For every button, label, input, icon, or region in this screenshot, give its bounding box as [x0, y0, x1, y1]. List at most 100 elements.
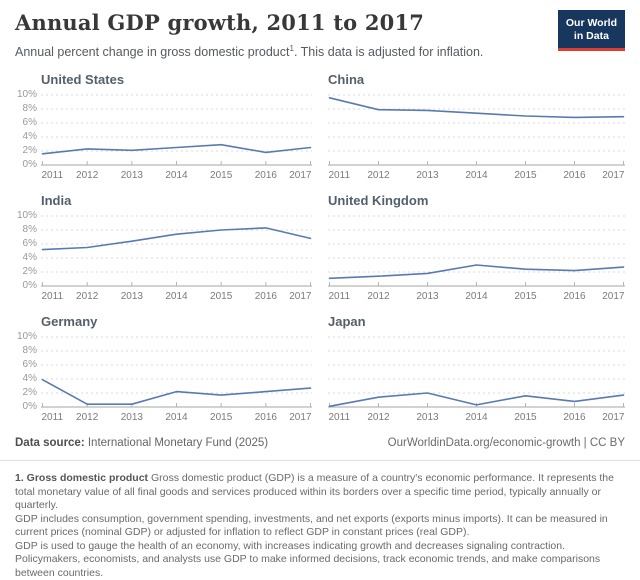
footnote-line1: Gross domestic product (GDP) is a measur… [15, 472, 614, 512]
svg-text:2017: 2017 [289, 412, 312, 423]
svg-text:2013: 2013 [416, 412, 439, 423]
footnote-line2: GDP includes consumption, government spe… [15, 512, 608, 539]
chart-panel-germany: Germany 0% 2% 4% 6% 8% 10% 2011 2012 2013 2014 20… [15, 314, 312, 423]
footnote-definition: 1. Gross domestic product Gross domestic… [15, 472, 625, 513]
svg-text:2014: 2014 [465, 291, 488, 302]
owid-logo-line2: in Data [573, 29, 609, 42]
plot-area: 2011 2012 2013 2014 2015 2016 2017 [41, 333, 312, 423]
header: Annual GDP growth, 2011 to 2017 Annual p… [15, 10, 625, 60]
svg-text:2016: 2016 [255, 291, 278, 302]
y-axis-labels: 0% 2% 4% 6% 8% 10% [15, 210, 41, 302]
y-axis-labels: 0% 2% 4% 6% 8% 10% [15, 89, 41, 181]
svg-text:2015: 2015 [210, 291, 233, 302]
y-tick-label: 0% [22, 159, 37, 171]
plot-area: 2011 2012 2013 2014 2015 2016 2017 [41, 212, 312, 302]
panel-title: United States [41, 72, 125, 88]
svg-text:2012: 2012 [76, 291, 99, 302]
svg-text:2017: 2017 [602, 291, 625, 302]
y-tick-label: 2% [22, 145, 37, 157]
svg-text:2016: 2016 [563, 412, 586, 423]
svg-text:2012: 2012 [76, 412, 99, 423]
owid-logo-line1: Our World [565, 17, 617, 29]
svg-text:2015: 2015 [210, 412, 233, 423]
svg-text:2011: 2011 [329, 291, 351, 302]
svg-text:2011: 2011 [42, 170, 64, 181]
plot-area: 2011 2012 2013 2014 2015 2016 2017 [41, 91, 312, 181]
svg-text:2011: 2011 [329, 170, 351, 181]
line-chart: 2011 2012 2013 2014 2015 2016 2017 [41, 336, 312, 423]
svg-text:2015: 2015 [514, 170, 537, 181]
footnote-marker[interactable]: 1 [289, 44, 294, 53]
svg-text:2011: 2011 [329, 412, 351, 423]
plot-area: 2011 2012 2013 2014 2015 2016 2017 [328, 212, 625, 302]
panel-title: India [41, 193, 72, 209]
y-tick-label: 0% [22, 280, 37, 292]
line-chart: 2011 2012 2013 2014 2015 2016 2017 [328, 94, 625, 181]
svg-text:2011: 2011 [42, 412, 64, 423]
svg-text:2017: 2017 [602, 170, 625, 181]
chart-footer: Data source: International Monetary Fund… [15, 436, 625, 451]
svg-text:2012: 2012 [367, 412, 390, 423]
y-tick-label: 8% [22, 224, 37, 236]
svg-text:2012: 2012 [367, 170, 390, 181]
svg-text:2017: 2017 [602, 412, 625, 423]
panel-title: Germany [41, 314, 98, 330]
y-tick-label: 10% [16, 210, 37, 222]
owid-url-link[interactable]: OurWorldinData.org/economic-growth | CC … [387, 437, 625, 450]
svg-text:2016: 2016 [255, 170, 278, 181]
y-tick-label: 2% [22, 387, 37, 399]
line-chart: 2011 2012 2013 2014 2015 2016 2017 [41, 94, 312, 181]
page-title: Annual GDP growth, 2011 to 2017 [15, 10, 425, 35]
footnote-line3: GDP is used to gauge the health of an ec… [15, 539, 601, 579]
svg-text:2014: 2014 [465, 170, 488, 181]
svg-text:2013: 2013 [416, 291, 439, 302]
y-tick-label: 8% [22, 345, 37, 357]
y-tick-label: 4% [22, 252, 37, 264]
y-tick-label: 2% [22, 266, 37, 278]
panel-title: United Kingdom [328, 193, 429, 209]
y-tick-label: 4% [22, 131, 37, 143]
y-tick-label: 10% [16, 89, 37, 101]
owid-logo[interactable]: Our World in Data [557, 10, 625, 51]
footnote-block: 1. Gross domestic product Gross domestic… [15, 461, 625, 580]
svg-text:2012: 2012 [367, 291, 390, 302]
svg-text:2015: 2015 [210, 170, 233, 181]
svg-text:2013: 2013 [121, 170, 144, 181]
y-tick-label: 4% [22, 373, 37, 385]
svg-text:2014: 2014 [165, 412, 188, 423]
chart-subtitle: Annual percent change in gross domestic … [15, 41, 545, 60]
chart-panel-united-kingdom: United Kingdom 2011 2012 2013 2014 2015 2016 2… [328, 193, 625, 302]
footer-divider [0, 460, 640, 462]
svg-text:2015: 2015 [514, 291, 537, 302]
y-tick-label: 0% [22, 401, 37, 413]
svg-text:2011: 2011 [42, 291, 64, 302]
line-chart: 2011 2012 2013 2014 2015 2016 2017 [328, 336, 625, 423]
chart-panel-india: India 0% 2% 4% 6% 8% 10% 2011 2012 2013 2014 2015… [15, 193, 312, 302]
svg-text:2015: 2015 [514, 412, 537, 423]
line-chart: 2011 2012 2013 2014 2015 2016 2017 [41, 215, 312, 302]
y-axis-labels: 0% 2% 4% 6% 8% 10% [15, 332, 41, 423]
y-tick-label: 6% [22, 117, 37, 129]
svg-text:2014: 2014 [165, 291, 188, 302]
svg-text:2014: 2014 [465, 412, 488, 423]
data-source-value: International Monetary Fund (2025) [84, 437, 269, 450]
svg-text:2013: 2013 [121, 291, 144, 302]
svg-text:2017: 2017 [289, 170, 312, 181]
chart-panel-china: China 2011 2012 2013 2014 2015 2016 2017 [328, 72, 625, 181]
panel-title: China [328, 72, 365, 88]
footnote-term: 1. Gross domestic product [15, 472, 149, 485]
line-chart: 2011 2012 2013 2014 2015 2016 2017 [328, 215, 625, 302]
svg-text:2014: 2014 [165, 170, 188, 181]
svg-text:2016: 2016 [255, 412, 278, 423]
plot-area: 2011 2012 2013 2014 2015 2016 2017 [328, 333, 625, 423]
plot-area: 2011 2012 2013 2014 2015 2016 2017 [328, 91, 625, 181]
chart-panel-united-states: United States 0% 2% 4% 6% 8% 10% 2011 2012 2013… [15, 72, 312, 181]
panel-title: Japan [328, 314, 366, 330]
subtitle-text: Annual percent change in gross domestic … [15, 45, 290, 60]
svg-text:2013: 2013 [416, 170, 439, 181]
data-source: Data source: International Monetary Fund… [15, 436, 268, 451]
y-tick-label: 8% [22, 103, 37, 115]
svg-text:2017: 2017 [289, 291, 312, 302]
svg-text:2016: 2016 [563, 291, 586, 302]
